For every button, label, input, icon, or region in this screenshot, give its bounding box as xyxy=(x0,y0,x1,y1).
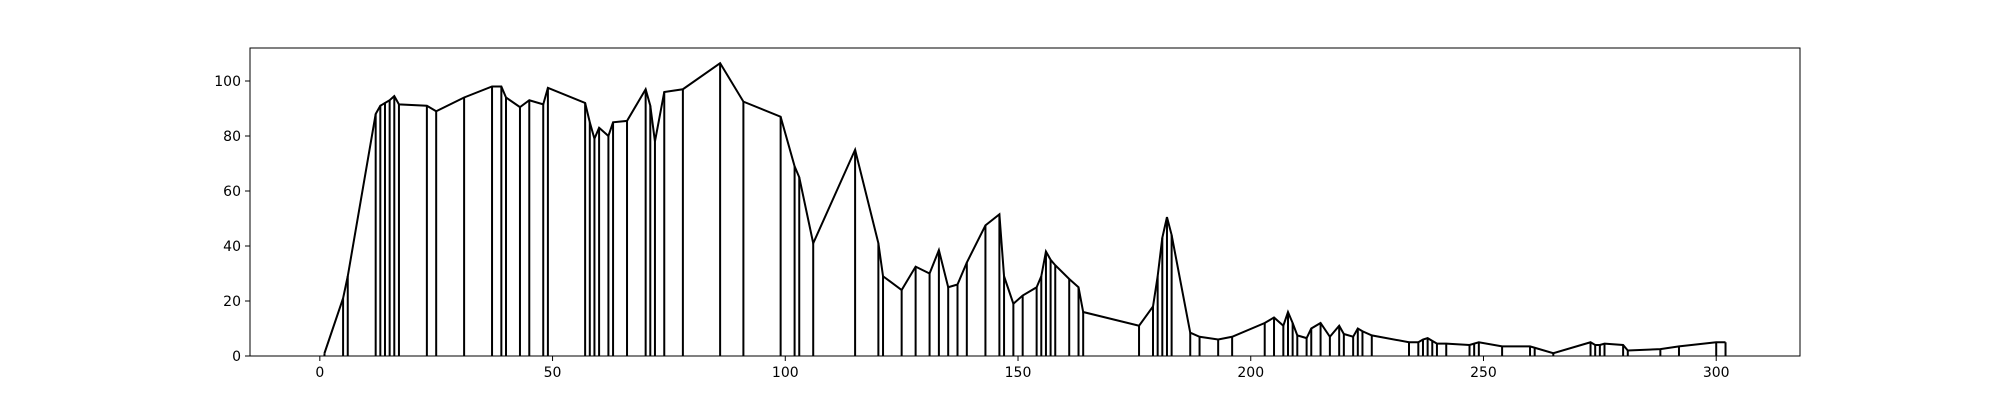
plot-frame xyxy=(249,47,1801,357)
x-axis-ticks: 0 50 100 150 200 250 300 xyxy=(315,356,1730,381)
x-tick-label: 100 xyxy=(772,365,799,381)
y-tick-label: 100 xyxy=(214,74,241,90)
y-tick-label: 0 xyxy=(232,349,241,365)
x-tick-label: 50 xyxy=(544,365,562,381)
y-tick-label: 40 xyxy=(223,239,241,255)
y-tick-label: 60 xyxy=(223,184,241,200)
x-tick-label: 300 xyxy=(1703,365,1730,381)
x-tick-label: 0 xyxy=(315,365,324,381)
x-tick-label: 200 xyxy=(1237,365,1264,381)
y-tick-label: 80 xyxy=(223,129,241,145)
y-tick-label: 20 xyxy=(223,294,241,310)
x-tick-label: 250 xyxy=(1470,365,1497,381)
x-tick-label: 150 xyxy=(1005,365,1032,381)
y-axis-ticks: 0 20 40 60 80 100 xyxy=(214,74,250,365)
stems-group xyxy=(323,63,1727,356)
series-line xyxy=(323,61,1726,355)
